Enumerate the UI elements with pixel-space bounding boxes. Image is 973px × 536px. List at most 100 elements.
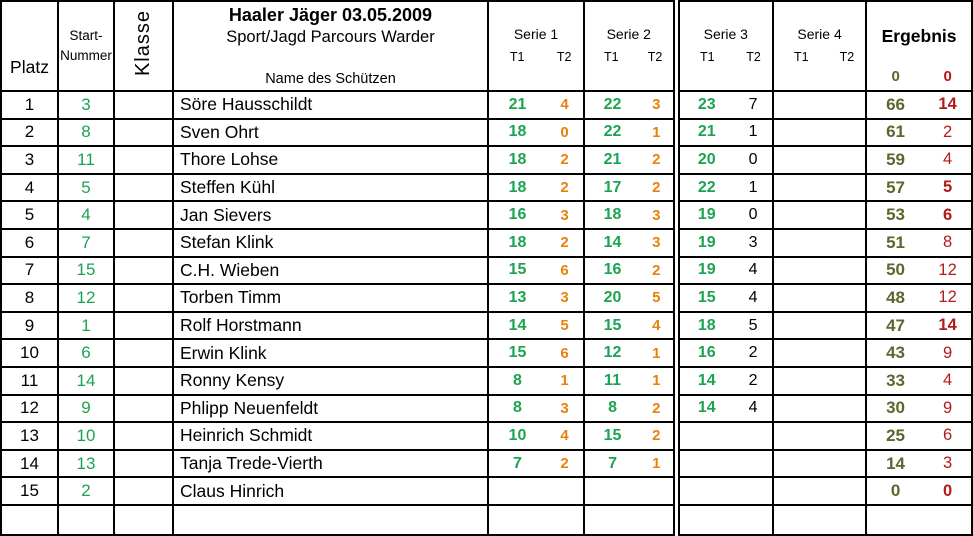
s3t1-cell: 20 xyxy=(672,145,735,174)
s3t1-cell: 15 xyxy=(672,283,735,312)
s3t2-cell: 0 xyxy=(734,200,774,229)
s3t1-cell: 14 xyxy=(672,393,735,423)
s1t1-cell xyxy=(487,503,546,535)
s1t2-cell: 4 xyxy=(546,421,585,450)
serie-2-t1-label: T1 xyxy=(603,50,619,64)
s1t2-cell: 2 xyxy=(546,172,585,202)
serie-4-t2-label: T2 xyxy=(839,50,855,64)
nr-cell xyxy=(57,503,114,535)
klasse-cell xyxy=(113,200,173,229)
table-row: 6 7 Stefan Klink 18 2 14 3 19 3 51 8 xyxy=(1,227,973,257)
nr-cell: 13 xyxy=(57,448,114,478)
klasse-cell xyxy=(113,90,173,119)
erg2-cell: 14 xyxy=(924,310,973,340)
s2t2-cell xyxy=(640,503,677,535)
nr-cell: 14 xyxy=(57,365,114,395)
s2t2-cell: 1 xyxy=(640,448,677,478)
s3t1-cell: 14 xyxy=(672,365,735,395)
erg1-cell: 48 xyxy=(865,283,925,312)
s3t2-cell: 4 xyxy=(734,255,774,285)
table-row: 12 9 Phlipp Neuenfeldt 8 3 8 2 14 4 30 9 xyxy=(1,393,973,423)
header-serie-4: Serie 4 T1 T2 xyxy=(772,1,867,91)
s2t1-cell: 15 xyxy=(583,421,641,450)
s4t1-cell xyxy=(772,476,830,505)
name-cell: Tanja Trede-Vierth xyxy=(172,448,488,478)
s1t2-cell: 6 xyxy=(546,255,585,285)
s1t2-cell: 2 xyxy=(546,227,585,257)
erg2-cell: 3 xyxy=(924,448,973,478)
table-row: 4 5 Steffen Kühl 18 2 17 2 22 1 57 5 xyxy=(1,172,973,202)
s3t1-cell xyxy=(672,476,735,505)
nr-cell: 3 xyxy=(57,90,114,119)
klasse-cell xyxy=(113,310,173,340)
erg2-cell: 6 xyxy=(924,421,973,450)
s4t1-cell xyxy=(772,338,830,367)
s1t1-cell: 14 xyxy=(487,310,546,340)
platz-cell: 10 xyxy=(1,338,58,367)
table-row: 3 11 Thore Lohse 18 2 21 2 20 0 59 4 xyxy=(1,145,973,174)
erg1-cell: 57 xyxy=(865,172,925,202)
erg1-cell: 14 xyxy=(865,448,925,478)
s1t1-cell: 10 xyxy=(487,421,546,450)
s2t2-cell: 3 xyxy=(640,227,677,257)
name-cell: Erwin Klink xyxy=(172,338,488,367)
erg2-cell: 9 xyxy=(924,393,973,423)
erg2-cell: 5 xyxy=(924,172,973,202)
klasse-cell xyxy=(113,365,173,395)
s2t2-cell: 2 xyxy=(640,145,677,174)
erg1-cell: 25 xyxy=(865,421,925,450)
name-cell: Jan Sievers xyxy=(172,200,488,229)
s4t1-cell xyxy=(772,421,830,450)
nr-cell: 15 xyxy=(57,255,114,285)
s2t2-cell: 2 xyxy=(640,393,677,423)
s4t1-cell xyxy=(772,117,830,147)
serie-4-t1-label: T1 xyxy=(794,50,809,64)
erg1-cell: 53 xyxy=(865,200,925,229)
erg1-cell: 47 xyxy=(865,310,925,340)
name-cell: Stefan Klink xyxy=(172,227,488,257)
s3t2-cell: 4 xyxy=(734,393,774,423)
s3t1-cell: 22 xyxy=(672,172,735,202)
s4t2-cell xyxy=(829,172,867,202)
s4t2-cell xyxy=(829,365,867,395)
name-cell: Torben Timm xyxy=(172,283,488,312)
table-row: 2 8 Sven Ohrt 18 0 22 1 21 1 61 2 xyxy=(1,117,973,147)
s4t2-cell xyxy=(829,227,867,257)
s1t2-cell xyxy=(546,476,585,505)
erg1-cell: 50 xyxy=(865,255,925,285)
s2t1-cell: 14 xyxy=(583,227,641,257)
s1t1-cell: 18 xyxy=(487,117,546,147)
s4t1-cell xyxy=(772,365,830,395)
s4t2-cell xyxy=(829,503,867,535)
table-row: 11 14 Ronny Kensy 8 1 11 1 14 2 33 4 xyxy=(1,365,973,395)
s4t1-cell xyxy=(772,172,830,202)
klasse-cell xyxy=(113,255,173,285)
table-row: 13 10 Heinrich Schmidt 10 4 15 2 25 6 xyxy=(1,421,973,450)
erg2-cell: 12 xyxy=(924,283,973,312)
erg1-cell: 59 xyxy=(865,145,925,174)
s3t1-cell: 16 xyxy=(672,338,735,367)
s2t2-cell: 1 xyxy=(640,338,677,367)
table-row: 9 1 Rolf Horstmann 14 5 15 4 18 5 47 14 xyxy=(1,310,973,340)
s3t2-cell: 7 xyxy=(734,90,774,119)
s2t2-cell: 2 xyxy=(640,172,677,202)
s2t2-cell: 2 xyxy=(640,255,677,285)
erg1-cell: 30 xyxy=(865,393,925,423)
klasse-cell xyxy=(113,338,173,367)
erg2-cell: 8 xyxy=(924,227,973,257)
nr-cell: 2 xyxy=(57,476,114,505)
header-row: Platz Start- Nummer Klasse Haaler Jäger … xyxy=(1,1,973,91)
platz-cell: 8 xyxy=(1,283,58,312)
s1t2-cell: 4 xyxy=(546,90,585,119)
s1t1-cell: 8 xyxy=(487,365,546,395)
s4t1-cell xyxy=(772,200,830,229)
nr-cell: 1 xyxy=(57,310,114,340)
s4t2-cell xyxy=(829,255,867,285)
serie-1-label: Serie 1 xyxy=(513,26,559,42)
erg1-cell: 33 xyxy=(865,365,925,395)
name-cell: Phlipp Neuenfeldt xyxy=(172,393,488,423)
s1t1-cell: 16 xyxy=(487,200,546,229)
s3t2-cell xyxy=(734,421,774,450)
s4t1-cell xyxy=(772,448,830,478)
erg2-cell: 0 xyxy=(924,476,973,505)
